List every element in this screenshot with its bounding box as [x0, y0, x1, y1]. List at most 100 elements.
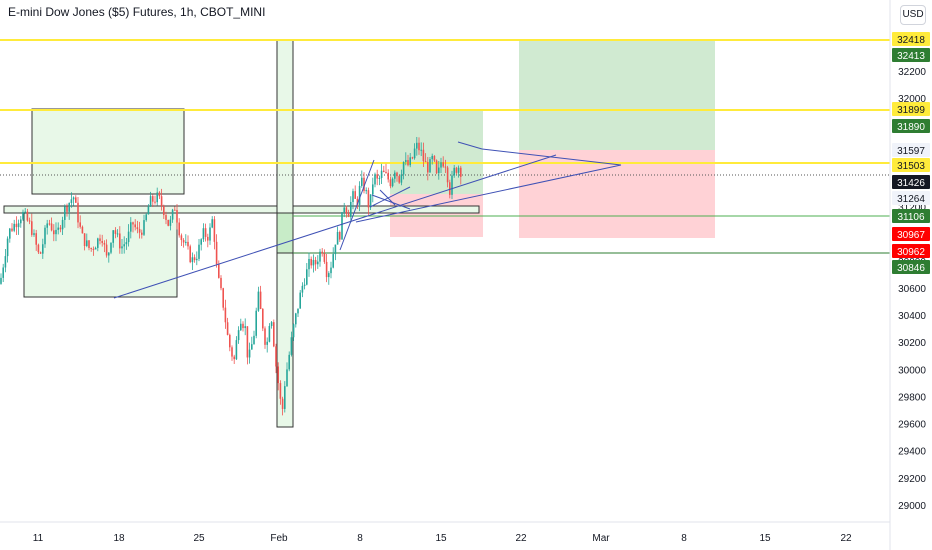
- price-label: 32418: [897, 35, 925, 46]
- vertical-band-highlight: [276, 212, 294, 254]
- price-label-bg: [892, 32, 930, 46]
- price-label: 31106: [897, 212, 925, 223]
- candle-body: [251, 344, 253, 350]
- candle-body: [66, 206, 68, 212]
- candle-body: [209, 227, 211, 241]
- currency-button[interactable]: USD: [900, 5, 926, 25]
- y-tick-label: 31200: [898, 203, 926, 214]
- trend-line: [355, 164, 622, 223]
- candle-body: [112, 230, 114, 243]
- candle-body: [218, 263, 220, 278]
- candle-body: [92, 248, 95, 250]
- candle-body: [191, 257, 194, 263]
- candle-body: [152, 196, 154, 202]
- candle-body: [26, 211, 29, 221]
- candle-body: [343, 207, 345, 213]
- candle-body: [46, 223, 48, 228]
- candle-body: [297, 308, 299, 314]
- candle-body: [231, 347, 233, 357]
- candle-body: [174, 209, 176, 211]
- candle-body: [17, 223, 20, 228]
- candle-body: [259, 291, 262, 309]
- candle-body: [413, 148, 416, 159]
- candle-body: [180, 235, 183, 241]
- candle-body: [88, 240, 90, 249]
- candle-body: [416, 142, 418, 149]
- candle-body: [389, 179, 392, 187]
- candle-body: [372, 184, 374, 195]
- candlesticks: [0, 136, 462, 416]
- long-target-zone: [519, 40, 715, 150]
- candle-body: [301, 285, 304, 293]
- candle-body: [237, 330, 240, 341]
- candle-body: [28, 220, 31, 222]
- candle-body: [198, 244, 200, 259]
- price-label: 31264: [897, 194, 925, 205]
- price-label-bg: [892, 119, 930, 133]
- candle-body: [400, 174, 403, 183]
- range-box-upper: [31, 108, 185, 195]
- y-tick-label: 32200: [898, 67, 926, 78]
- candle-body: [396, 172, 398, 177]
- candle-body: [440, 162, 442, 168]
- candle-body: [55, 229, 57, 235]
- candle-body: [207, 236, 209, 241]
- y-tick-label: 29800: [898, 392, 926, 403]
- candle-body: [6, 238, 9, 257]
- candle-body: [332, 254, 334, 268]
- candle-body: [35, 233, 37, 245]
- candle-body: [378, 177, 381, 179]
- candle-body: [347, 213, 350, 217]
- candle-body: [169, 219, 172, 226]
- candle-body: [189, 246, 191, 263]
- price-label-bg: [892, 158, 930, 172]
- price-label-bg: [892, 227, 930, 241]
- candle-body: [119, 233, 121, 249]
- candle-body: [383, 170, 385, 172]
- price-label: 31503: [897, 161, 925, 172]
- x-tick-label: 18: [113, 533, 125, 544]
- candle-body: [108, 252, 110, 256]
- candle-body: [427, 162, 429, 173]
- candle-body: [86, 240, 88, 247]
- candle-body: [444, 166, 447, 168]
- candle-body: [134, 224, 136, 228]
- candle-body: [240, 323, 242, 331]
- candle-body: [407, 160, 409, 166]
- candle-body: [213, 219, 216, 242]
- trend-line: [113, 154, 557, 299]
- price-label-bg: [892, 244, 930, 258]
- candle-body: [226, 322, 229, 335]
- candle-body: [53, 230, 55, 235]
- y-tick-label: 30600: [898, 284, 926, 295]
- candle-body: [292, 324, 295, 338]
- y-tick-label: 29400: [898, 447, 926, 458]
- y-tick-label: 29600: [898, 420, 926, 431]
- candle-body: [449, 182, 451, 195]
- candle-body: [149, 196, 152, 207]
- candle-body: [341, 212, 343, 240]
- candle-body: [81, 226, 84, 234]
- candle-body: [262, 308, 264, 329]
- candle-body: [286, 369, 288, 387]
- candle-body: [196, 258, 198, 261]
- candle-body: [457, 167, 460, 173]
- candle-body: [429, 159, 431, 173]
- price-label: 30846: [897, 263, 925, 274]
- candle-body: [409, 157, 411, 166]
- candle-body: [398, 176, 400, 183]
- candle-body: [310, 258, 312, 266]
- candle-body: [431, 155, 433, 160]
- candle-body: [374, 174, 376, 185]
- candle-body: [125, 242, 128, 245]
- candle-body: [323, 253, 326, 262]
- candle-body: [279, 383, 282, 399]
- candle-body: [187, 241, 189, 247]
- candle-body: [257, 291, 260, 311]
- price-label: 31597: [897, 146, 925, 157]
- candle-body: [235, 340, 238, 360]
- candle-body: [2, 267, 4, 278]
- candle-body: [345, 207, 348, 214]
- candle-body: [369, 194, 372, 208]
